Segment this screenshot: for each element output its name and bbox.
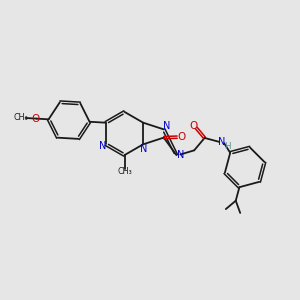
Text: N: N — [140, 143, 148, 154]
Text: CH₃: CH₃ — [117, 167, 132, 176]
Text: O: O — [31, 113, 39, 124]
Text: N: N — [218, 137, 225, 148]
Text: N: N — [163, 122, 170, 131]
Text: H: H — [224, 142, 231, 151]
Text: N: N — [177, 149, 184, 160]
Text: CH₃: CH₃ — [14, 113, 28, 122]
Text: O: O — [189, 121, 198, 131]
Text: O: O — [177, 132, 185, 142]
Text: N: N — [98, 141, 106, 151]
